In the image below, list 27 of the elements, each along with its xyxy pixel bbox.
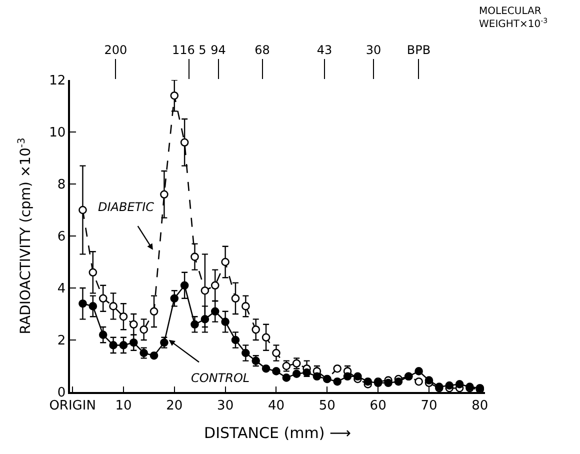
x-tick-label: 40 <box>268 398 285 414</box>
x-tick-label: 50 <box>318 398 336 414</box>
x-axis-title: DISTANCE (mm) ⟶ <box>204 424 351 442</box>
x-tick-label: ORIGIN <box>49 398 96 414</box>
x-tick-label: 30 <box>217 398 234 414</box>
x-tick-label: 10 <box>115 398 132 414</box>
y-tick-label: 12 <box>49 74 66 89</box>
y-tick-label: 0 <box>57 386 66 401</box>
x2-tick-label: 30 <box>366 43 382 58</box>
x2-tick-label: 68 <box>254 43 270 58</box>
x-tick-label: 60 <box>370 398 386 414</box>
series-label: CONTROL <box>191 371 250 385</box>
x2-tick-label: 200 <box>104 43 128 58</box>
y-tick-label: 10 <box>49 126 66 141</box>
x2-tick-label: 94 <box>210 43 226 58</box>
x2-axis-title: MOLECULAR WEIGHT×10$^{-3}$ <box>479 6 548 30</box>
y-tick-label: 8 <box>57 178 66 193</box>
x2-tick-label: 116 5 <box>172 43 206 58</box>
series-label: DIABETIC <box>98 200 155 214</box>
x-tick-label: 20 <box>166 398 183 414</box>
x2-tick-label: BPB <box>406 43 431 58</box>
x-tick-label: 80 <box>472 398 488 414</box>
y-tick-label: 4 <box>57 282 66 297</box>
y-tick-label: 6 <box>57 230 66 245</box>
x-tick-label: 70 <box>420 398 438 414</box>
y-tick-label: 2 <box>57 334 66 349</box>
x2-tick-label: 43 <box>316 43 332 58</box>
